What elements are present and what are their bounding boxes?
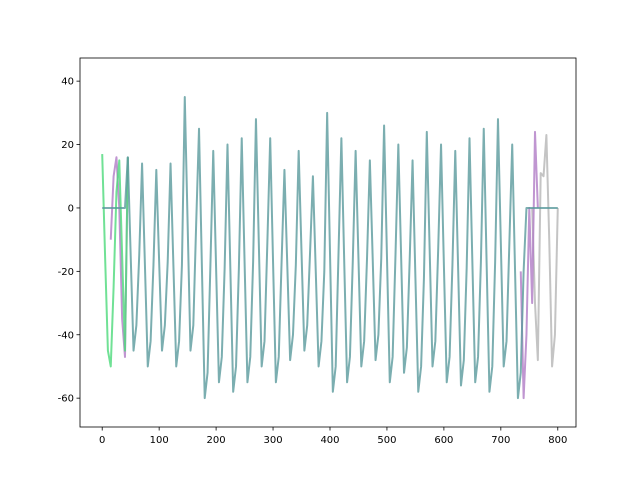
x-tick-label: 400 <box>320 435 339 446</box>
data-line <box>531 134 559 368</box>
x-tick-label: 600 <box>434 435 453 446</box>
y-tick-label: 20 <box>61 140 74 151</box>
x-tick-label: 500 <box>377 435 396 446</box>
x-tick-label: 800 <box>548 435 567 446</box>
data-line <box>102 95 558 400</box>
data-line <box>101 154 129 368</box>
axes-frame <box>79 57 577 428</box>
y-tick-label: 0 <box>68 203 74 214</box>
y-tick-label: 40 <box>61 77 74 88</box>
y-tick-label: -40 <box>58 330 74 341</box>
x-tick-label: 0 <box>99 435 105 446</box>
y-tick-label: -60 <box>58 394 74 405</box>
x-tick-label: 200 <box>207 435 226 446</box>
x-tick-label: 300 <box>264 435 283 446</box>
x-tick-label: 100 <box>150 435 169 446</box>
plot-area <box>101 95 559 400</box>
y-tick-label: -20 <box>58 267 74 278</box>
x-tick-label: 700 <box>491 435 510 446</box>
